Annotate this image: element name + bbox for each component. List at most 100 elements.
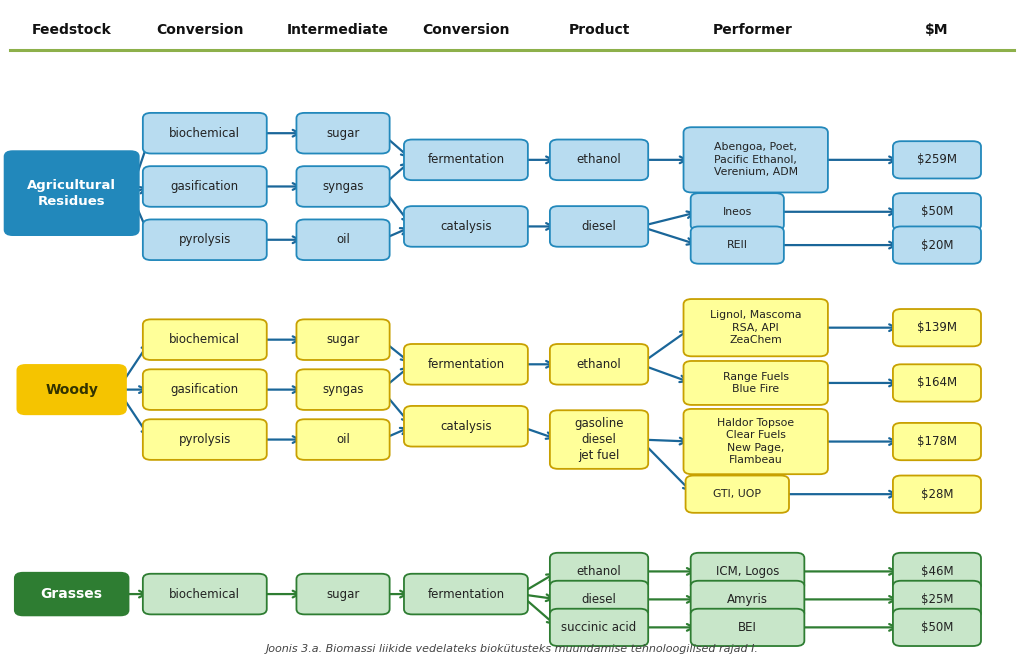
Text: Grasses: Grasses	[41, 587, 102, 601]
FancyBboxPatch shape	[684, 361, 827, 405]
FancyBboxPatch shape	[690, 581, 805, 618]
FancyBboxPatch shape	[893, 364, 981, 402]
Text: Conversion: Conversion	[156, 23, 244, 37]
Text: $164M: $164M	[916, 376, 957, 390]
Text: oil: oil	[336, 433, 350, 446]
Text: pyrolysis: pyrolysis	[178, 433, 231, 446]
FancyBboxPatch shape	[686, 476, 788, 513]
Text: Agricultural
Residues: Agricultural Residues	[28, 178, 116, 208]
FancyBboxPatch shape	[143, 369, 266, 410]
FancyBboxPatch shape	[297, 420, 390, 460]
Text: syngas: syngas	[323, 180, 364, 193]
FancyBboxPatch shape	[893, 609, 981, 646]
FancyBboxPatch shape	[143, 219, 266, 260]
Text: catalysis: catalysis	[440, 220, 492, 233]
Text: ethanol: ethanol	[577, 565, 622, 578]
Text: Ineos: Ineos	[723, 206, 752, 217]
FancyBboxPatch shape	[893, 309, 981, 346]
FancyBboxPatch shape	[690, 226, 784, 264]
Text: sugar: sugar	[327, 333, 359, 346]
FancyBboxPatch shape	[297, 113, 390, 153]
Text: biochemical: biochemical	[169, 333, 241, 346]
Text: Lignol, Mascoma
RSA, API
ZeaChem: Lignol, Mascoma RSA, API ZeaChem	[710, 310, 802, 345]
Text: oil: oil	[336, 233, 350, 246]
Text: Joonis 3.a. Biomassi liikide vedelateks biokütusteks muundamise tehnoloogilised : Joonis 3.a. Biomassi liikide vedelateks …	[265, 644, 759, 654]
Text: gasification: gasification	[171, 383, 239, 396]
FancyBboxPatch shape	[550, 553, 648, 590]
Text: succinic acid: succinic acid	[561, 621, 637, 634]
FancyBboxPatch shape	[550, 581, 648, 618]
Text: $50M: $50M	[921, 621, 953, 634]
FancyBboxPatch shape	[143, 320, 266, 360]
FancyBboxPatch shape	[297, 219, 390, 260]
Text: biochemical: biochemical	[169, 587, 241, 601]
Text: Conversion: Conversion	[422, 23, 510, 37]
Text: fermentation: fermentation	[427, 358, 505, 371]
Text: $28M: $28M	[921, 488, 953, 501]
Text: $259M: $259M	[916, 153, 957, 166]
Text: sugar: sugar	[327, 587, 359, 601]
Text: biochemical: biochemical	[169, 127, 241, 140]
Text: ICM, Logos: ICM, Logos	[716, 565, 779, 578]
Text: $178M: $178M	[916, 435, 957, 448]
FancyBboxPatch shape	[297, 369, 390, 410]
Text: diesel: diesel	[582, 593, 616, 606]
FancyBboxPatch shape	[143, 166, 266, 206]
Text: $46M: $46M	[921, 565, 953, 578]
Text: Haldor Topsoe
Clear Fuels
New Page,
Flambeau: Haldor Topsoe Clear Fuels New Page, Flam…	[717, 418, 795, 465]
Text: Intermediate: Intermediate	[287, 23, 389, 37]
Text: catalysis: catalysis	[440, 420, 492, 433]
FancyBboxPatch shape	[143, 574, 266, 614]
Text: Performer: Performer	[713, 23, 793, 37]
FancyBboxPatch shape	[17, 365, 126, 414]
FancyBboxPatch shape	[550, 609, 648, 646]
FancyBboxPatch shape	[893, 476, 981, 513]
FancyBboxPatch shape	[684, 299, 827, 356]
FancyBboxPatch shape	[143, 113, 266, 153]
Text: GTI, UOP: GTI, UOP	[714, 489, 761, 500]
Text: diesel: diesel	[582, 220, 616, 233]
FancyBboxPatch shape	[297, 320, 390, 360]
Text: Range Fuels
Blue Fire: Range Fuels Blue Fire	[723, 372, 788, 394]
FancyBboxPatch shape	[15, 573, 129, 615]
Text: gasoline
diesel
jet fuel: gasoline diesel jet fuel	[574, 417, 624, 462]
FancyBboxPatch shape	[893, 141, 981, 178]
Text: gasification: gasification	[171, 180, 239, 193]
Text: Amyris: Amyris	[727, 593, 768, 606]
FancyBboxPatch shape	[297, 166, 390, 206]
Text: REII: REII	[727, 240, 748, 250]
FancyBboxPatch shape	[690, 193, 784, 230]
FancyBboxPatch shape	[893, 553, 981, 590]
FancyBboxPatch shape	[684, 409, 827, 474]
FancyBboxPatch shape	[550, 344, 648, 385]
Text: Feedstock: Feedstock	[32, 23, 112, 37]
Text: fermentation: fermentation	[427, 153, 505, 166]
FancyBboxPatch shape	[403, 574, 528, 614]
FancyBboxPatch shape	[893, 226, 981, 264]
Text: ethanol: ethanol	[577, 358, 622, 371]
Text: pyrolysis: pyrolysis	[178, 233, 231, 246]
FancyBboxPatch shape	[143, 420, 266, 460]
Text: Abengoa, Poet,
Pacific Ethanol,
Verenium, ADM: Abengoa, Poet, Pacific Ethanol, Verenium…	[714, 143, 798, 177]
FancyBboxPatch shape	[297, 574, 390, 614]
Text: BEI: BEI	[738, 621, 757, 634]
FancyBboxPatch shape	[403, 140, 528, 180]
Text: fermentation: fermentation	[427, 587, 505, 601]
Text: $25M: $25M	[921, 593, 953, 606]
FancyBboxPatch shape	[893, 193, 981, 230]
Text: syngas: syngas	[323, 383, 364, 396]
Text: ethanol: ethanol	[577, 153, 622, 166]
Text: $20M: $20M	[921, 238, 953, 252]
FancyBboxPatch shape	[550, 140, 648, 180]
FancyBboxPatch shape	[403, 344, 528, 385]
FancyBboxPatch shape	[893, 423, 981, 460]
Text: $M: $M	[926, 23, 948, 37]
FancyBboxPatch shape	[5, 151, 139, 235]
Text: Woody: Woody	[45, 382, 98, 397]
FancyBboxPatch shape	[403, 406, 528, 447]
Text: Product: Product	[568, 23, 630, 37]
FancyBboxPatch shape	[893, 581, 981, 618]
FancyBboxPatch shape	[690, 553, 805, 590]
Text: $139M: $139M	[916, 321, 957, 334]
FancyBboxPatch shape	[550, 206, 648, 246]
